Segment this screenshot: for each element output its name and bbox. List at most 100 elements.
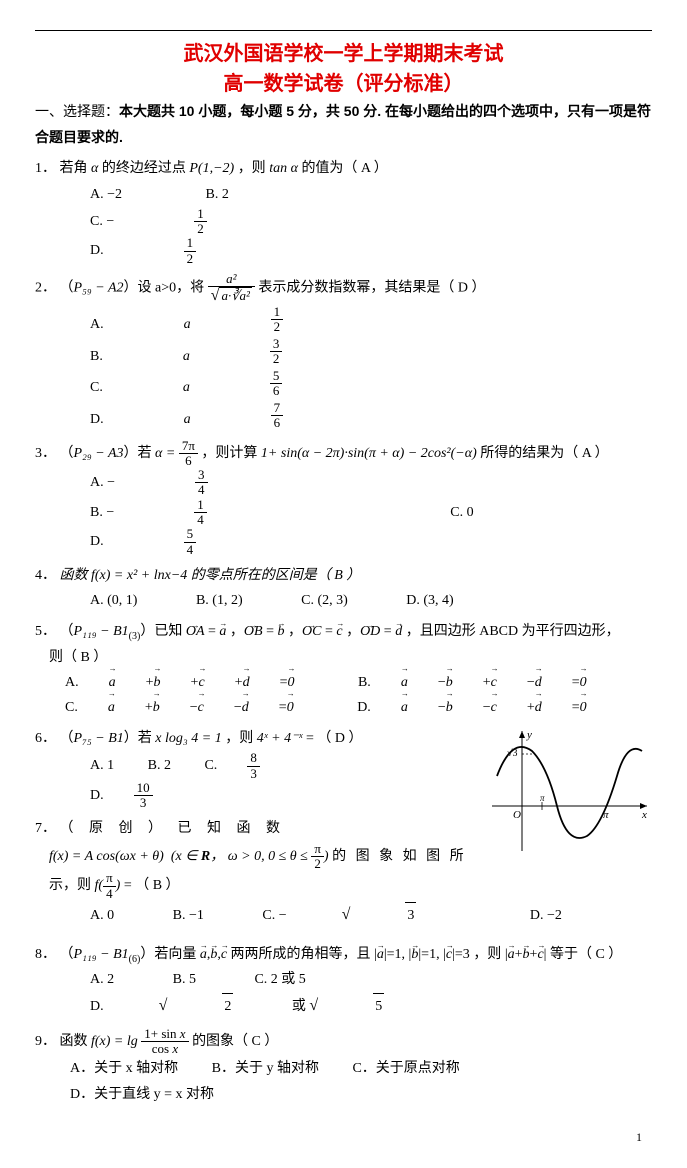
q7-optD: D. −2 [530,903,562,928]
q3-optC: C. 0 [450,500,473,525]
page-number: 1 [35,1127,652,1149]
q8-t3: 两两所成的角相等，且 [231,947,371,962]
q3-t2: ）若 [124,446,152,461]
q4-text: 函数 f(x) = x² + lnx−4 的零点所在的区间是（ B ） [60,568,361,583]
q5-opts: A. a+b+c+d=0 B. a−b+c−d=0 C. a+b−c−d=0 D… [35,670,652,720]
q2-optD: D. [90,407,104,432]
section-prefix: 一、选择题： [35,105,119,120]
q1-num: 1． [35,161,56,176]
q2-t2: ）设 a>0，将 [124,281,208,296]
q6-t2: ）若 [124,731,152,746]
q5-t3: ，且四边形 ABCD 为平行四边形， [406,624,620,639]
q3-ref: P₂₉ − A3 [74,446,124,461]
q6-t3: ，则 [225,731,253,746]
question-3: 3． （P₂₉ − A3）若 α = 7π6 ，则计算 1+ sin(α − 2… [35,439,652,557]
q4-optA: A. (0, 1) [90,588,137,613]
q6-e1: x log₃ 4 = 1 [155,731,221,746]
q2-optA: A. [90,312,104,337]
q4-optB: B. (1, 2) [196,588,243,613]
q8-t2: ）若向量 [140,947,196,962]
q8-opts: A. 2 B. 5 C. 2 或 5 D. √2 或 √5 [35,967,652,1021]
q2-num: 2． [35,281,56,296]
svg-text:y: y [526,729,532,741]
svg-text:O: O [513,809,521,821]
q2-ref: P₅₉ − A2 [74,281,124,296]
q2-opts: A. a12 B. a32 C. a56 D. a76 [35,305,652,433]
q6-t1: （ [60,731,74,746]
q9-t1: 函数 [60,1034,88,1049]
q5-t1: （ [60,624,74,639]
q3-t1: （ [60,446,74,461]
q8-num: 8． [35,947,56,962]
q7-optB: B. −1 [173,903,204,928]
q8-ref: P₁₁₉ − B1 [74,947,129,962]
q2-optC: C. [90,375,103,400]
q4-optD: D. (3, 4) [406,588,453,613]
q1-t3: ，则 [238,161,266,176]
q4-optC: C. (2, 3) [301,588,348,613]
q7-opts: A. 0 B. −1 C. −√3 D. −2 [35,901,652,930]
q3-optB: B. − [90,500,114,525]
q7-t3: 示，则 [49,878,91,893]
title-line2: 高一数学试卷（评分标准） [224,73,464,95]
q9-optB: B．关于 y 轴对称 [212,1056,319,1081]
q5-ref: P₁₁₉ − B1 [74,624,129,639]
q8-t1: （ [60,947,74,962]
q1-optB: B. 2 [206,182,229,207]
q6-e2: 4ˣ + 4⁻ˣ [257,731,303,746]
section-header: 一、选择题：本大题共 10 小题，每小题 5 分，共 50 分. 在每小题给出的… [35,99,652,150]
q6-optB: B. 2 [148,753,171,778]
question-4: 4． 函数 f(x) = x² + lnx−4 的零点所在的区间是（ B ） A… [35,563,652,613]
q4-opts: A. (0, 1) B. (1, 2) C. (2, 3) D. (3, 4) [35,588,652,613]
q3-expr: 1+ sin(α − 2π)·sin(π + α) − 2cos²(−α) [261,446,477,461]
q6-optA: A. 1 [90,753,114,778]
q1-opts: A. −2 B. 2 C. −12 D. 12 [35,182,652,266]
section-text: 本大题共 10 小题，每小题 5 分，共 50 分. 在每小题给出的四个选项中，… [35,103,651,145]
q6-ref: P₇₅ − B1 [74,731,124,746]
q3-optA: A. − [90,470,115,495]
question-2: 2． （P₅₉ − A2）设 a>0，将 a²√a·∛a² 表示成分数指数幂，其… [35,272,652,433]
svg-text:√3: √3 [507,748,518,759]
q3-opts: A. −34 B. −14 C. 0 D. 54 [35,468,652,557]
q3-optD: D. [90,529,104,554]
q1-optD: D. [90,238,104,263]
q7-t4: = （ B ） [124,878,180,893]
q1-t4: 的值为（ A ） [301,161,387,176]
q5-num: 5． [35,624,56,639]
svg-text:π: π [540,793,545,803]
q2-t1: （ [60,281,74,296]
q5-t2: ）已知 [140,624,182,639]
q6-num: 6． [35,731,56,746]
q9-num: 9． [35,1034,56,1049]
svg-text:x: x [641,809,647,821]
q3-t4: 所得的结果为（ A ） [480,446,608,461]
q1-t1: 若角 [60,161,88,176]
q9-opts: A．关于 x 轴对称 B．关于 y 轴对称 C．关于原点对称 D．关于直线 y … [35,1056,652,1106]
q2-optB: B. [90,344,103,369]
question-8: 8． （P₁₁₉ − B1(6)）若向量 a,b,c 两两所成的角相等，且 |a… [35,942,652,1021]
q8-t4: ，则 [473,947,501,962]
q3-num: 3． [35,446,56,461]
q7-optA: A. 0 [90,903,114,928]
top-rule [35,30,652,31]
q7-t1: （ 原 创 ） 已 知 函 数 [60,821,287,836]
q9-t2: 的图象（ C ） [192,1034,278,1049]
title-line1: 武汉外国语学校一学上学期期末考试 [184,43,504,65]
q1-t2: 的终边经过点 [102,161,186,176]
q9-optA: A．关于 x 轴对称 [70,1056,178,1081]
q9-optC: C．关于原点对称 [352,1056,459,1081]
q6-t4: = （ D ） [306,731,363,746]
q4-num: 4． [35,568,56,583]
question-5: 5． （P₁₁₉ − B1(3)）已知 OA = a ，OB = b ，OC =… [35,619,652,720]
q1-point: P(1,−2) [189,161,234,176]
q7-t2: 的 图 象 如 图 所 [332,849,467,864]
q3-t3: ，则计算 [201,446,257,461]
q1-optA: A. −2 [90,182,122,207]
q2-t3: 表示成分数指数幂，其结果是（ D ） [258,281,485,296]
q5-t4: 则（ B ） [49,650,107,665]
q9-optD: D．关于直线 y = x 对称 [70,1082,214,1107]
q7-num: 7． [35,821,56,836]
q8-t5: 等于（ C ） [550,947,622,962]
question-1: 1． 若角 α 的终边经过点 P(1,−2) ，则 tan α 的值为（ A ）… [35,156,652,266]
question-9: 9． 函数 f(x) = lg 1+ sin xcos x 的图象（ C ） A… [35,1027,652,1107]
